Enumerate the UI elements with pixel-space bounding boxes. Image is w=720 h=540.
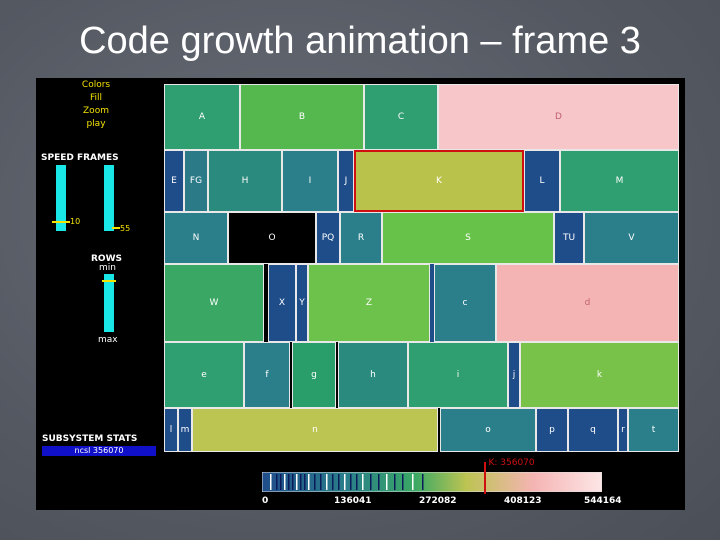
legend-stripe [344,474,346,490]
treemap-cell-R[interactable]: R [340,212,382,264]
legend-stripe [356,474,358,490]
legend-stripe [308,474,310,490]
visualization-window: Colors Fill Zoom play SPEED FRAMES 10 55… [36,78,685,510]
treemap-cell-k[interactable]: k [520,342,679,408]
legend-stripe [304,474,306,490]
treemap-cell-h[interactable]: h [338,342,408,408]
rows-min-label: min [99,263,116,273]
legend-stripe [300,474,302,490]
treemap-cell-e[interactable]: e [164,342,244,408]
treemap-cell-p[interactable]: p [536,408,568,452]
color-legend-bar [262,472,602,492]
treemap-cell-n[interactable]: n [192,408,438,452]
subsystem-stats-value: ncsl 356070 [42,446,156,456]
legend-marker [484,462,487,494]
legend-stripe [394,474,396,490]
treemap-cell-PQ[interactable]: PQ [316,212,340,264]
treemap-cell-m[interactable]: m [178,408,192,452]
legend-tick-0: 0 [262,496,269,506]
treemap-cell-f[interactable]: f [244,342,290,408]
treemap-cell-o[interactable]: o [440,408,536,452]
treemap-cell-c[interactable]: c [434,264,496,342]
speed-frames-label: SPEED FRAMES [41,153,119,163]
treemap-cell-N[interactable]: N [164,212,228,264]
treemap-cell-Y[interactable]: Y [296,264,308,342]
treemap-cell-B[interactable]: B [240,84,364,150]
colors-menu-item[interactable]: Colors [81,80,111,90]
speed-slider[interactable] [56,165,66,231]
legend-stripe [378,474,380,490]
treemap-cell-j[interactable]: j [508,342,520,408]
legend-stripe [292,474,294,490]
legend-stripe [288,474,290,490]
legend-stripe [370,474,372,490]
treemap-cell-X[interactable]: X [268,264,296,342]
speed-value: 10 [70,217,81,226]
frames-slider[interactable] [104,165,114,231]
legend-stripe [296,474,298,490]
treemap-cell-C[interactable]: C [364,84,438,150]
legend-stripe [350,474,352,490]
fill-menu-item[interactable]: Fill [89,93,103,103]
treemap-cell-q[interactable]: q [568,408,618,452]
legend-stripe [338,474,340,490]
legend-stripe [320,474,322,490]
treemap-cell-g[interactable]: g [292,342,336,408]
treemap-cell-L[interactable]: L [524,150,560,212]
play-menu-item[interactable]: play [86,119,106,129]
rows-max-label: max [98,335,118,345]
treemap-cell-J[interactable]: J [338,150,354,212]
zoom-menu-item[interactable]: Zoom [83,106,109,116]
treemap-cell-H[interactable]: H [208,150,282,212]
treemap-cell-Z[interactable]: Z [308,264,430,342]
treemap-cell-FG[interactable]: FG [184,150,208,212]
rows-label: ROWS [91,254,122,264]
frames-slider-handle[interactable] [112,227,120,229]
legend-stripe [280,474,282,490]
treemap-cell-A[interactable]: A [164,84,240,150]
treemap-cell-S[interactable]: S [382,212,554,264]
treemap-cell-TU[interactable]: TU [554,212,584,264]
treemap-cell-t[interactable]: t [628,408,679,452]
treemap-cell-W[interactable]: W [164,264,264,342]
legend-stripe [270,474,272,490]
treemap-cell-K[interactable]: K [354,150,524,212]
legend-marker-label: K: 356070 [488,458,535,468]
legend-stripe [422,474,424,490]
legend-stripe [332,474,334,490]
treemap-cell-V[interactable]: V [584,212,679,264]
legend-stripe [276,474,278,490]
legend-tick-1: 136041 [334,496,372,506]
treemap-cell-l[interactable]: l [164,408,178,452]
treemap-cell-I[interactable]: I [282,150,338,212]
subsystem-stats-label: SUBSYSTEM STATS [42,434,138,444]
frames-value: 55 [120,224,131,233]
legend-stripe [314,474,316,490]
treemap-cell-M[interactable]: M [560,150,679,212]
treemap-cell-E[interactable]: E [164,150,184,212]
legend-tick-4: 544164 [584,496,622,506]
legend-tick-2: 272082 [419,496,457,506]
legend-stripe [326,474,328,490]
treemap-cell-D[interactable]: D [438,84,679,150]
legend-stripe [386,474,388,490]
legend-stripe [362,474,364,490]
legend-stripe [402,474,404,490]
treemap-cell-a[interactable] [430,264,434,342]
treemap-cell-i[interactable]: i [408,342,508,408]
slide-title: Code growth animation – frame 3 [79,20,641,62]
treemap-cell-O[interactable]: O [228,212,316,264]
legend-stripe [284,474,286,490]
legend-stripe [412,474,414,490]
rows-slider-handle[interactable] [102,280,116,282]
treemap-cell-d[interactable]: d [496,264,679,342]
treemap: A B C D E FG H I J K L M N O PQ R S TU V… [162,82,681,454]
rows-slider[interactable] [104,274,114,332]
speed-slider-handle[interactable] [52,221,70,223]
treemap-cell-r[interactable]: r [618,408,628,452]
legend-tick-3: 408123 [504,496,542,506]
